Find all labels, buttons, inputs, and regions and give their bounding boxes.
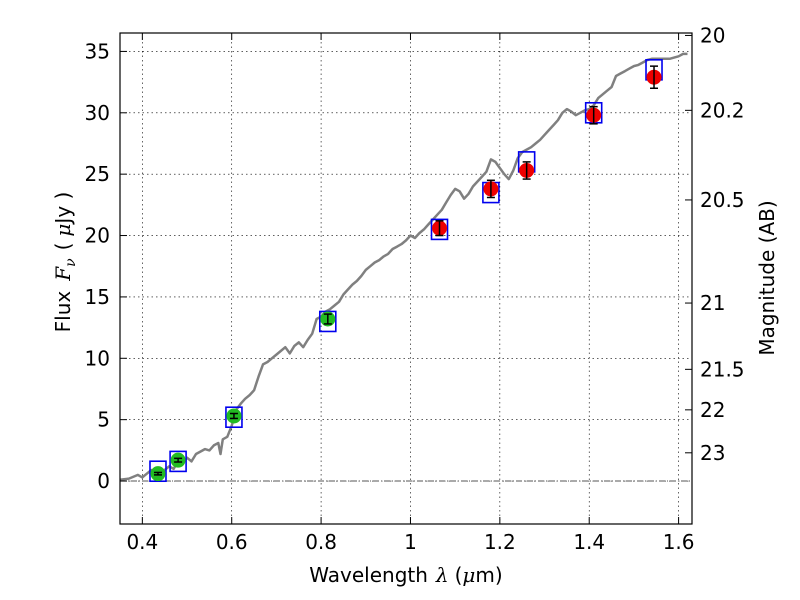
magnitude-tick-label: 20 [700, 23, 725, 47]
model-bandpass-marker [169, 450, 187, 473]
y-tick-label: 15 [85, 285, 110, 309]
magnitude-tick-label: 20.2 [700, 98, 745, 122]
x-tick-label: 1.2 [484, 530, 516, 554]
y-tick-label: 25 [85, 162, 110, 186]
x-tick-label: 0.8 [305, 530, 337, 554]
x-tick-label: 0.6 [216, 530, 248, 554]
model-sed-line [119, 52, 688, 482]
y-axis-label: FluxFν(μJy ) [51, 192, 79, 333]
model-bandpass-marker [149, 460, 167, 483]
y-tick-label: 30 [85, 101, 110, 125]
plot-frame [119, 32, 693, 525]
ticks: 0.4 0.6 0.8 1 1.2 1.4 1.6 0 5 10 15 20 25 30 35 20 20.2 2… [85, 23, 745, 554]
x-tick-label: 1.6 [663, 530, 695, 554]
x-tick-label: 1 [404, 530, 417, 554]
y-tick-label: 0 [97, 469, 110, 493]
data-layer [119, 52, 688, 483]
y-tick-label: 10 [85, 346, 110, 370]
model-bandpass-marker [318, 310, 337, 333]
magnitude-tick-label: 22 [700, 398, 725, 422]
y-tick-label: 5 [97, 408, 110, 432]
magnitude-tick-label: 20.5 [700, 188, 745, 212]
x-tick-label: 1.4 [573, 530, 605, 554]
magnitude-tick-label: 21.5 [700, 357, 745, 381]
model-bandpass-marker [430, 218, 449, 241]
y-tick-label: 20 [85, 224, 110, 248]
x-axis-label: Wavelength λ (μm) [309, 563, 502, 587]
x-tick-label: 0.4 [126, 530, 158, 554]
magnitude-tick-label: 23 [700, 441, 725, 465]
y2-axis-label: Magnitude (AB) [755, 200, 779, 355]
y-tick-label: 35 [85, 39, 110, 63]
magnitude-tick-label: 21 [700, 291, 725, 315]
model-bandpass-marker [225, 406, 243, 429]
